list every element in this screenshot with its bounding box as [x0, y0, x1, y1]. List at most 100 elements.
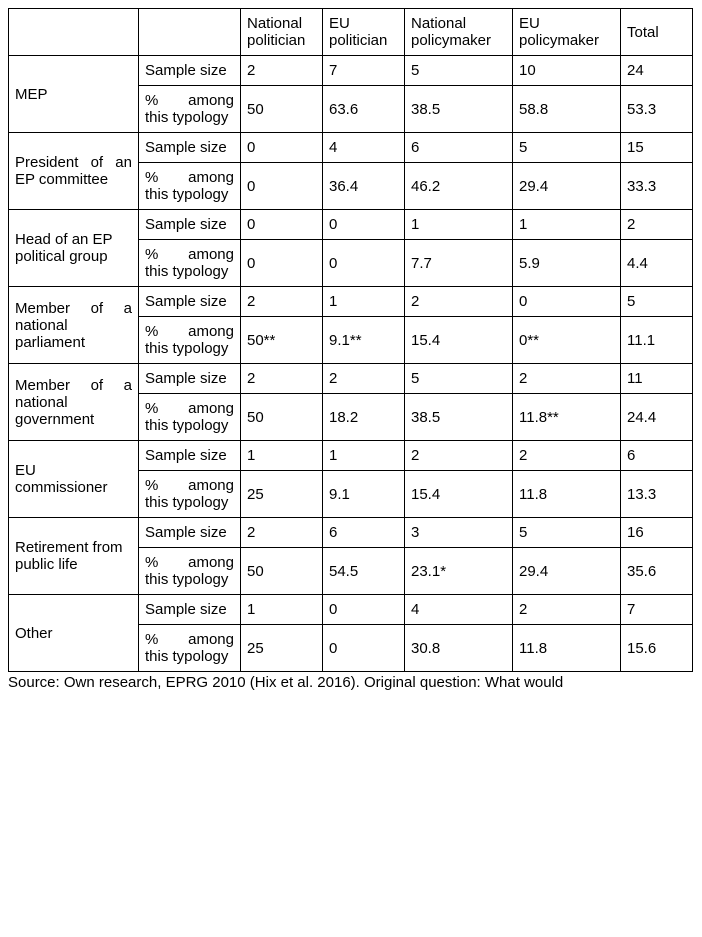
row-label-eu-commissioner: EU commissioner — [9, 441, 139, 518]
cell-pct: 0 — [323, 240, 405, 287]
cell-sample: 2 — [513, 595, 621, 625]
header-empty-rowlabel — [9, 9, 139, 56]
cell-pct: 23.1* — [405, 548, 513, 595]
metric-pct: % among this typology — [139, 625, 241, 672]
cell-sample: 11 — [621, 364, 693, 394]
cell-pct: 35.6 — [621, 548, 693, 595]
header-eu-policymaker: EU policymaker — [513, 9, 621, 56]
row-label-head-ep-group: Head of an EP political group — [9, 210, 139, 287]
cell-sample: 0 — [241, 210, 323, 240]
table-row: Member of a national governmentSample si… — [9, 364, 693, 394]
metric-sample: Sample size — [139, 441, 241, 471]
cell-sample: 1 — [513, 210, 621, 240]
metric-pct: % among this typology — [139, 471, 241, 518]
cell-sample: 2 — [241, 364, 323, 394]
cell-sample: 5 — [513, 133, 621, 163]
cell-pct: 11.8** — [513, 394, 621, 441]
metric-pct: % among this typology — [139, 240, 241, 287]
cell-pct: 36.4 — [323, 163, 405, 210]
cell-pct: 11.8 — [513, 471, 621, 518]
cell-sample: 6 — [405, 133, 513, 163]
metric-sample: Sample size — [139, 133, 241, 163]
cell-sample: 5 — [405, 56, 513, 86]
table-row: OtherSample size10427 — [9, 595, 693, 625]
cell-pct: 0 — [241, 240, 323, 287]
cell-sample: 2 — [323, 364, 405, 394]
metric-sample: Sample size — [139, 364, 241, 394]
header-empty-metric — [139, 9, 241, 56]
cell-pct: 15.4 — [405, 471, 513, 518]
metric-pct: % among this typology — [139, 548, 241, 595]
cell-sample: 1 — [323, 441, 405, 471]
cell-sample: 0 — [241, 133, 323, 163]
row-label-member-national-parliament: Member of a national parliament — [9, 287, 139, 364]
cell-sample: 16 — [621, 518, 693, 548]
cell-sample: 1 — [323, 287, 405, 317]
row-label-president-ep-committee: President of an EP committee — [9, 133, 139, 210]
cell-pct: 58.8 — [513, 86, 621, 133]
cell-pct: 29.4 — [513, 548, 621, 595]
row-label-retirement: Retirement from public life — [9, 518, 139, 595]
metric-sample: Sample size — [139, 56, 241, 86]
metric-pct: % among this typology — [139, 317, 241, 364]
table-row: President of an EP committeeSample size0… — [9, 133, 693, 163]
cell-pct: 50** — [241, 317, 323, 364]
cell-pct: 50 — [241, 548, 323, 595]
cell-sample: 2 — [241, 287, 323, 317]
cell-sample: 1 — [241, 441, 323, 471]
cell-sample: 2 — [405, 441, 513, 471]
table-row: Retirement from public lifeSample size26… — [9, 518, 693, 548]
cell-pct: 46.2 — [405, 163, 513, 210]
cell-pct: 9.1 — [323, 471, 405, 518]
cell-pct: 0 — [241, 163, 323, 210]
header-total: Total — [621, 9, 693, 56]
cell-pct: 11.8 — [513, 625, 621, 672]
cell-pct: 15.4 — [405, 317, 513, 364]
cell-sample: 6 — [323, 518, 405, 548]
metric-sample: Sample size — [139, 518, 241, 548]
cell-sample: 2 — [513, 364, 621, 394]
cell-pct: 50 — [241, 394, 323, 441]
cell-sample: 2 — [621, 210, 693, 240]
cell-sample: 0 — [513, 287, 621, 317]
cell-pct: 30.8 — [405, 625, 513, 672]
row-label-member-national-government: Member of a national government — [9, 364, 139, 441]
cell-pct: 9.1** — [323, 317, 405, 364]
cell-pct: 11.1 — [621, 317, 693, 364]
metric-sample: Sample size — [139, 595, 241, 625]
cell-sample: 2 — [241, 56, 323, 86]
cell-pct: 54.5 — [323, 548, 405, 595]
cell-sample: 15 — [621, 133, 693, 163]
header-national-politician: National politician — [241, 9, 323, 56]
cell-pct: 7.7 — [405, 240, 513, 287]
table-row: Member of a national parliamentSample si… — [9, 287, 693, 317]
cell-pct: 50 — [241, 86, 323, 133]
metric-sample: Sample size — [139, 210, 241, 240]
table-row: EU commissionerSample size11226 — [9, 441, 693, 471]
cell-sample: 5 — [513, 518, 621, 548]
cell-pct: 15.6 — [621, 625, 693, 672]
cell-pct: 25 — [241, 471, 323, 518]
cell-sample: 2 — [513, 441, 621, 471]
cell-sample: 4 — [323, 133, 405, 163]
header-national-policymaker: National policymaker — [405, 9, 513, 56]
cell-sample: 6 — [621, 441, 693, 471]
cell-sample: 5 — [405, 364, 513, 394]
data-table: National politicianEU politicianNational… — [8, 8, 693, 672]
metric-pct: % among this typology — [139, 86, 241, 133]
cell-pct: 53.3 — [621, 86, 693, 133]
cell-sample: 2 — [241, 518, 323, 548]
cell-sample: 1 — [241, 595, 323, 625]
cell-sample: 24 — [621, 56, 693, 86]
cell-pct: 33.3 — [621, 163, 693, 210]
cell-sample: 4 — [405, 595, 513, 625]
cell-pct: 0** — [513, 317, 621, 364]
table-row: Head of an EP political groupSample size… — [9, 210, 693, 240]
row-label-MEP: MEP — [9, 56, 139, 133]
cell-pct: 24.4 — [621, 394, 693, 441]
cell-pct: 63.6 — [323, 86, 405, 133]
cell-sample: 7 — [621, 595, 693, 625]
cell-sample: 0 — [323, 595, 405, 625]
metric-pct: % among this typology — [139, 394, 241, 441]
cell-sample: 10 — [513, 56, 621, 86]
